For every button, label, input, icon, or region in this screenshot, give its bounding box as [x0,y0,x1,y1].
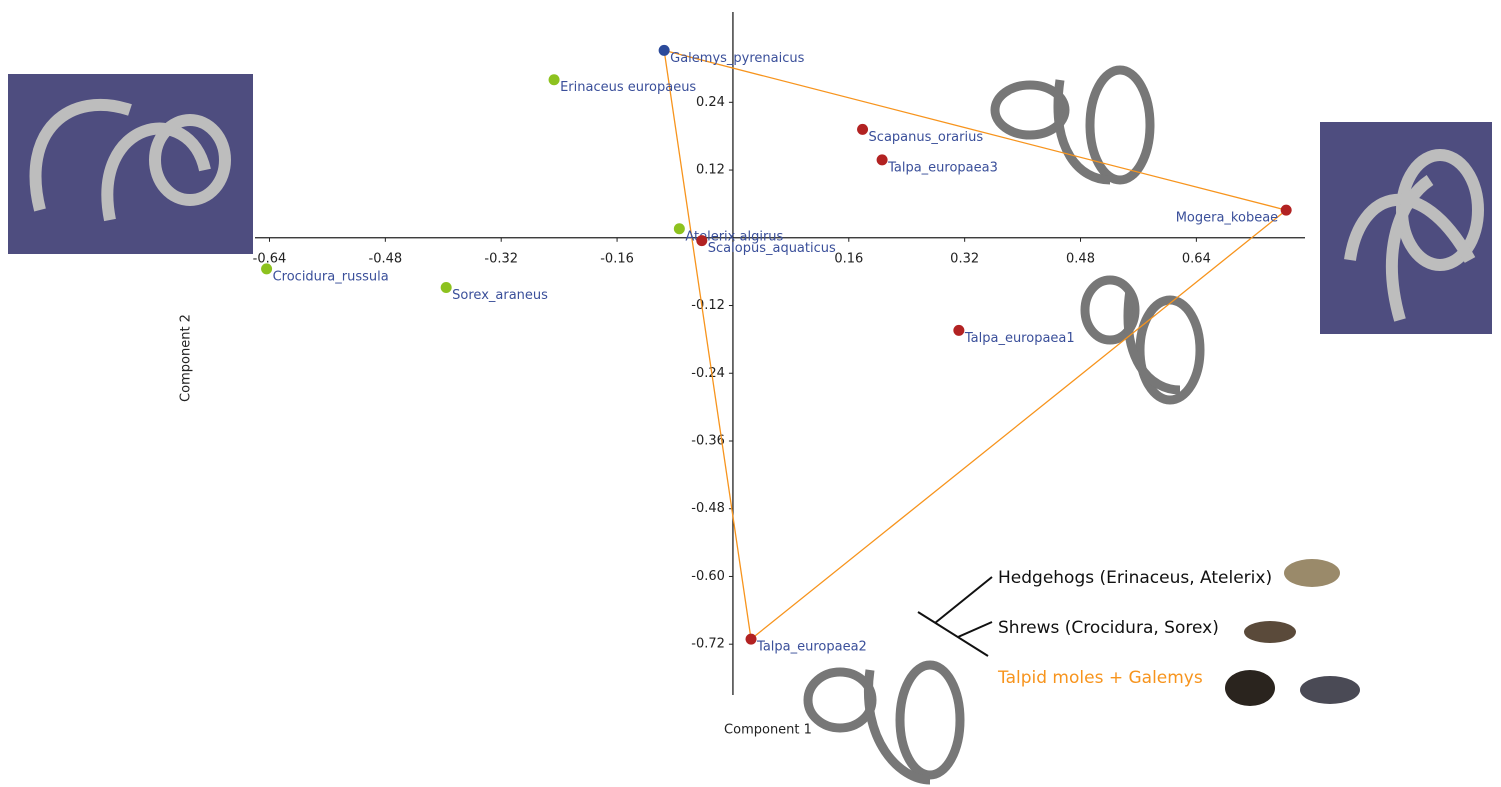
y-tick-label: -0.36 [691,433,725,448]
point-label: Atelerix algirus [685,229,783,244]
y-axis-label: Component 2 [179,314,194,402]
convex-hull [663,49,1288,641]
point-label: Galemys_pyrenaicus [670,51,804,66]
point-label: Talpa_europaea1 [964,331,1075,346]
point [696,235,708,247]
point [440,281,452,293]
x-tick-label: -0.16 [600,251,634,266]
point-label: Sorex_araneus [452,288,548,303]
point-label: Mogera_kobeae [1176,211,1278,226]
point-label: Talpa_europaea3 [887,160,998,175]
x-tick-label: -0.32 [484,251,518,266]
point [857,123,869,135]
x-tick-label: 0.32 [950,251,979,266]
ear-shape [803,65,1205,785]
animal-photo [1225,559,1360,706]
point [261,263,273,275]
ear-shape [1344,149,1484,322]
legend-label: Talpid moles + Galemys [997,668,1203,688]
point-label: Scalopus_aquaticus [708,241,836,256]
point [548,74,560,86]
point [1280,204,1292,216]
x-tick-label: -0.48 [369,251,403,266]
x-tick-label: 0.48 [1066,251,1095,266]
legend-label: Shrews (Crocidura, Sorex) [998,618,1219,638]
point [876,154,888,166]
point [658,44,670,56]
y-tick-label: -0.60 [691,569,725,584]
point [745,633,757,645]
ear-image [8,74,253,254]
point [953,324,965,336]
tree-lines [917,576,993,657]
x-tick-label: 0.64 [1182,251,1211,266]
y-tick-label: -0.72 [691,637,725,652]
y-tick-label: -0.24 [691,366,725,381]
x-tick-label: -0.64 [253,251,287,266]
y-tick-label: 0.12 [696,163,725,178]
x-tick-label: 0.16 [834,251,863,266]
legend-label: Hedgehogs (Erinaceus, Atelerix) [998,568,1272,588]
x-axis-label: Component 1 [724,723,812,738]
decoration [8,65,1492,785]
ear-shape [29,99,231,222]
y-tick-label: -0.48 [691,501,725,516]
point-label: Talpa_europaea2 [756,640,867,655]
point-label: Crocidura_russula [273,269,389,284]
y-tick-label: 0.24 [696,95,725,110]
point [673,223,685,235]
point-label: Erinaceus europaeus [560,80,696,95]
y-tick-label: -0.12 [691,298,725,313]
point-label: Scapanus_orarius [869,130,984,145]
